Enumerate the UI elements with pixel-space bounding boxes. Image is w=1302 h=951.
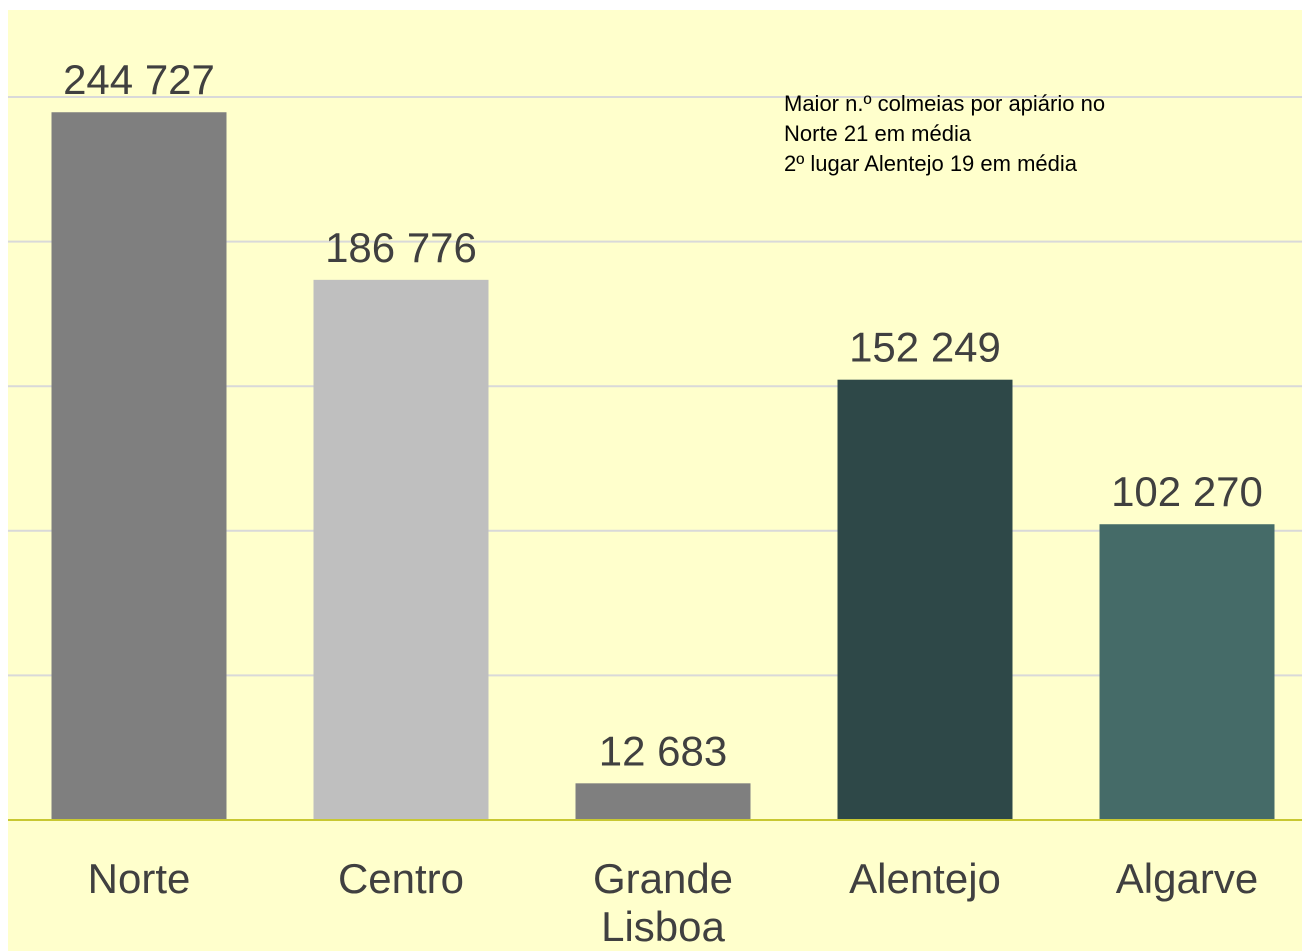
bar <box>313 279 489 820</box>
value-label: 244 727 <box>63 56 215 103</box>
value-label: 152 249 <box>849 324 1001 371</box>
value-label: 102 270 <box>1111 468 1263 515</box>
x-tick-label: Centro <box>338 855 464 902</box>
bar <box>575 783 751 820</box>
value-label: 186 776 <box>325 224 477 271</box>
x-tick-label: Norte <box>88 855 191 902</box>
annotation: Maior n.º colmeias por apiário no <box>784 91 1105 116</box>
bar <box>51 112 227 821</box>
x-tick-label: Grande Lisboa <box>593 855 733 950</box>
annotation: Norte 21 em média <box>784 121 972 146</box>
bar <box>837 379 1013 820</box>
x-tick-label: Alentejo <box>849 855 1001 902</box>
annotation: 2º lugar Alentejo 19 em média <box>784 151 1078 176</box>
value-label: 12 683 <box>599 727 727 774</box>
bar <box>1099 524 1275 820</box>
x-tick-label: Algarve <box>1116 855 1258 902</box>
